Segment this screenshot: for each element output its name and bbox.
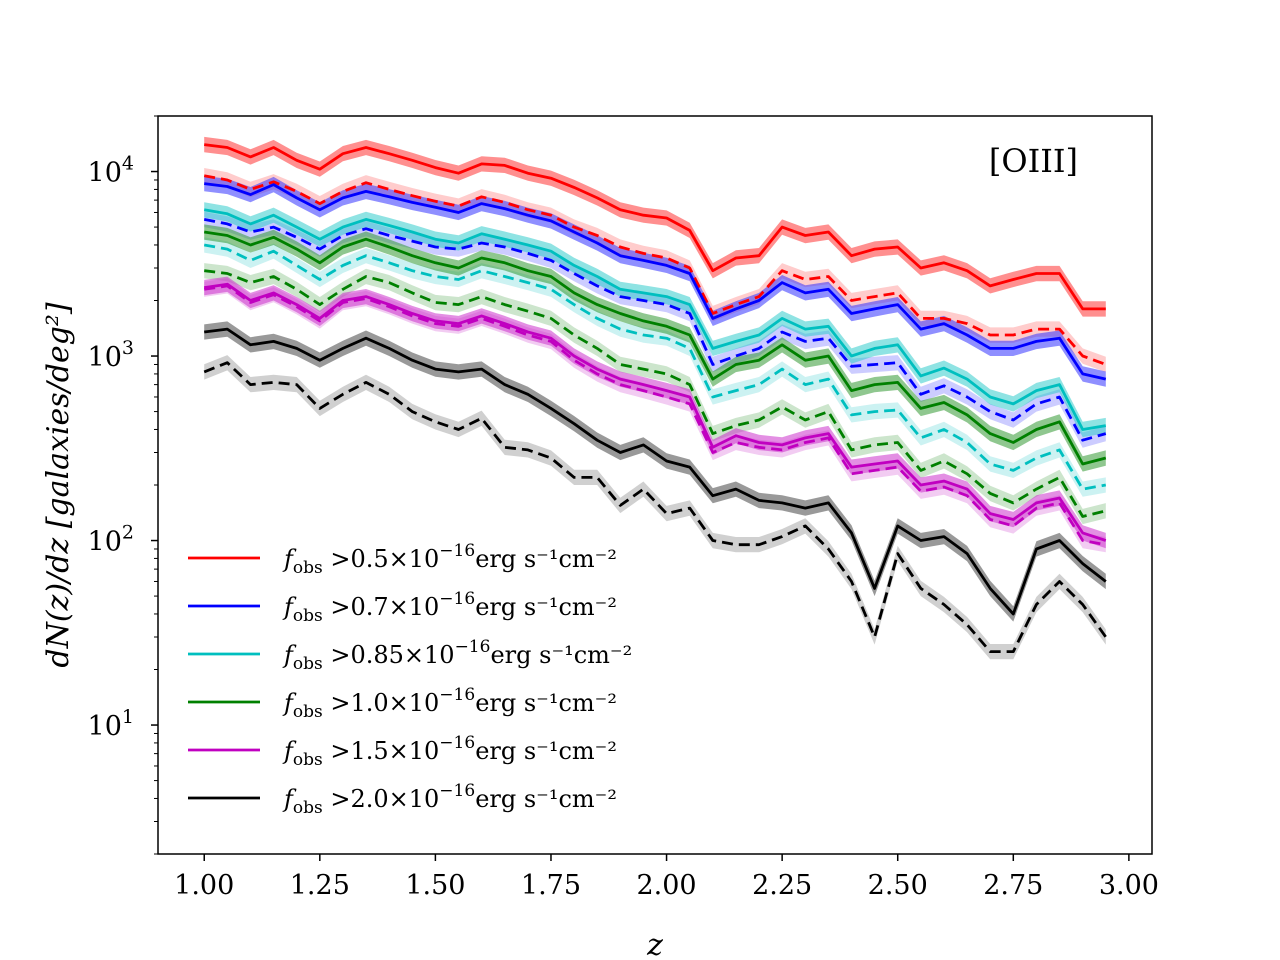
- series-line-solid-1: [204, 143, 1106, 311]
- band-solid-6: [204, 321, 1106, 622]
- band-dashed-3: [204, 237, 1106, 497]
- x-tick-label: 1.00: [174, 870, 234, 901]
- x-tick-label: 1.25: [290, 870, 350, 901]
- legend-entry-2: fobs >0.7×10−16erg s⁻¹cm⁻²: [282, 589, 617, 626]
- series-line-dashed-1: [203, 174, 1107, 366]
- series-line-solid-5: [203, 282, 1107, 542]
- x-tick-label: 1.75: [521, 870, 581, 901]
- series-line-dashed-2: [203, 218, 1107, 442]
- y-tick-label: 102: [88, 522, 134, 558]
- x-axis-label: z: [646, 928, 663, 960]
- x-tick-label: 1.50: [405, 870, 465, 901]
- series-lines: [203, 143, 1107, 653]
- legend-entry-1: fobs >0.5×10−16erg s⁻¹cm⁻²: [282, 541, 617, 578]
- legend: fobs >0.5×10−16erg s⁻¹cm⁻² fobs >0.7×10−1…: [188, 541, 632, 818]
- series-line-dashed-3: [203, 243, 1107, 491]
- x-tick-label: 2.00: [636, 870, 696, 901]
- series-line-solid-6: [204, 327, 1107, 616]
- series-line-solid-4: [203, 230, 1107, 466]
- x-tick-label: 3.00: [1099, 870, 1159, 901]
- legend-entry-3: fobs >0.85×10−16erg s⁻¹cm⁻²: [282, 637, 632, 674]
- y-tick-label: 103: [88, 337, 134, 373]
- series-line-dashed-4: [204, 269, 1107, 518]
- band-dashed-1: [204, 168, 1106, 373]
- y-axis: 101 102 103 104: [88, 115, 158, 855]
- band-solid-1: [204, 136, 1106, 317]
- series-line-dashed-5: [203, 284, 1107, 547]
- x-tick-label: 2.75: [983, 870, 1043, 901]
- series-line-solid-3: [203, 208, 1107, 431]
- x-tick-label: 2.50: [868, 870, 928, 901]
- band-dashed-4: [204, 263, 1106, 525]
- y-tick-label: 101: [88, 706, 134, 742]
- series-line-solid-2: [204, 182, 1107, 381]
- band-dashed-6: [204, 355, 1106, 660]
- legend-entry-4: fobs >1.0×10−16erg s⁻¹cm⁻²: [282, 685, 617, 722]
- legend-entry-5: fobs >1.5×10−16erg s⁻¹cm⁻²: [282, 733, 617, 770]
- annotation-label: [OIII]: [989, 142, 1078, 180]
- series-line-dashed-6: [203, 361, 1107, 653]
- y-axis-label: dN(z)/dz [galaxies/deg²]: [41, 302, 76, 668]
- x-axis: 1.00 1.25 1.50 1.75 2.00 2.25 2.50 2.75 3.00: [174, 854, 1159, 901]
- y-tick-label: 104: [88, 153, 134, 189]
- x-tick-label: 2.25: [752, 870, 812, 901]
